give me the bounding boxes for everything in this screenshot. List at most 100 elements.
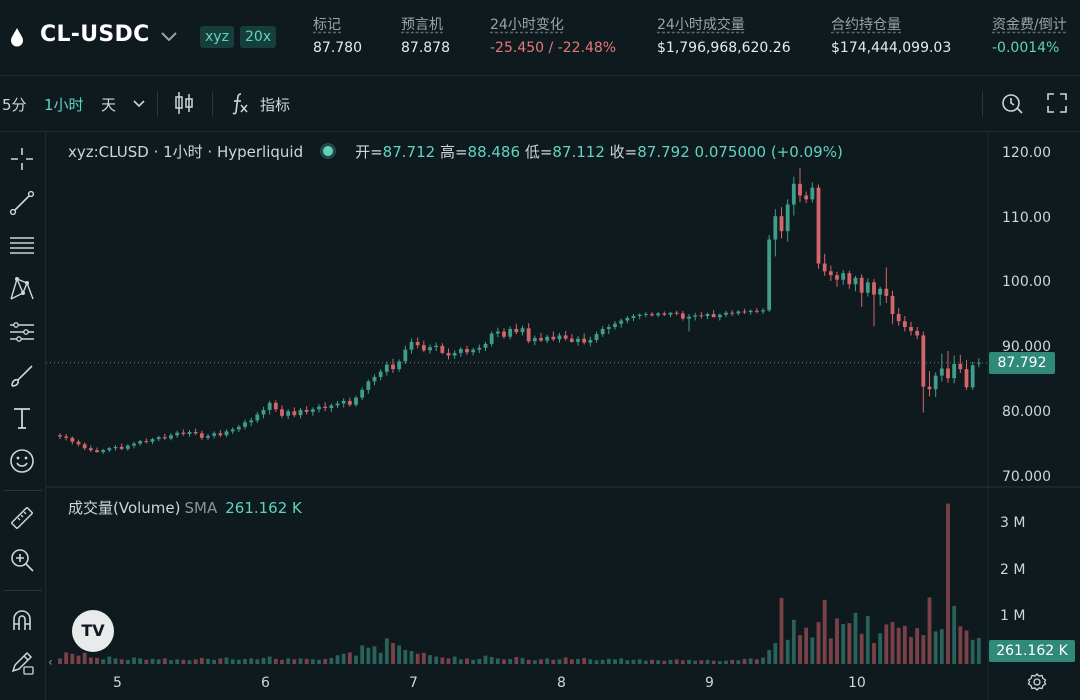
volume-bar	[317, 659, 321, 664]
price-tick: 70.000	[1002, 469, 1051, 485]
candle-body	[754, 310, 759, 312]
candle-body	[761, 310, 765, 312]
text-icon[interactable]	[8, 404, 36, 432]
candle-body	[878, 288, 883, 295]
volume-bar	[872, 643, 876, 664]
candle	[502, 328, 506, 339]
candle-body	[890, 295, 895, 315]
price-chart[interactable]	[46, 132, 1080, 700]
volume-bar	[754, 659, 759, 664]
volume-bar	[865, 616, 870, 664]
candle-body	[58, 435, 62, 437]
symbol-name[interactable]: CL-USDC	[40, 22, 150, 47]
magnet-icon[interactable]	[8, 606, 36, 634]
candle	[483, 341, 488, 351]
crosshair-icon[interactable]	[8, 145, 36, 173]
candle	[582, 333, 587, 345]
zoom-icon[interactable]	[8, 546, 36, 574]
candle-body	[551, 336, 556, 340]
candle	[791, 176, 796, 216]
volume-bar	[378, 652, 383, 664]
volume-bar	[193, 659, 198, 664]
candle	[452, 350, 457, 359]
emoji-icon[interactable]	[8, 447, 36, 475]
volume-bar	[976, 637, 981, 664]
candle	[514, 323, 519, 335]
candle	[70, 436, 75, 445]
candle-body	[434, 345, 439, 348]
candle	[82, 442, 87, 451]
candlestick-icon[interactable]	[173, 90, 195, 116]
candle	[249, 417, 254, 427]
volume-bar	[662, 660, 667, 664]
candle-body	[366, 381, 371, 390]
volume-bar	[261, 657, 266, 664]
candle	[193, 428, 198, 436]
timeframe-5m[interactable]: 5分	[2, 96, 27, 114]
legend-low-label: 低=	[524, 143, 553, 161]
candle-body	[286, 411, 291, 416]
volume-bar	[946, 503, 950, 664]
snapshot-icon[interactable]	[1000, 91, 1024, 115]
candle	[261, 406, 266, 419]
volume-bar	[798, 635, 802, 664]
pattern-icon[interactable]	[8, 275, 36, 303]
fx-icon[interactable]	[230, 91, 250, 115]
volume-tick: 3 M	[1000, 515, 1026, 531]
candle-body	[828, 271, 833, 276]
candle-body	[354, 397, 358, 405]
volume-bar	[409, 650, 414, 664]
candle	[680, 310, 685, 321]
candle-body	[594, 334, 599, 340]
fib-icon[interactable]	[8, 232, 36, 260]
volume-bar	[791, 619, 796, 664]
collapse-toolbar-icon[interactable]: ‹	[48, 655, 53, 669]
candle	[896, 308, 901, 326]
tradingview-logo[interactable]: TV	[72, 610, 114, 652]
volume-bar	[970, 639, 975, 664]
fullscreen-icon[interactable]	[1046, 92, 1068, 114]
candle	[428, 344, 432, 354]
timeframe-1h[interactable]: 1小时	[44, 96, 84, 114]
candle	[619, 318, 624, 328]
candle	[526, 323, 531, 344]
volume-bar	[680, 660, 685, 664]
volume-bar	[773, 643, 778, 664]
candle-body	[884, 288, 889, 296]
candle	[495, 327, 500, 338]
candle	[958, 354, 963, 374]
ruler-icon[interactable]	[8, 504, 36, 532]
candle-body	[477, 347, 482, 350]
candle-body	[125, 445, 130, 449]
candle-body	[896, 314, 901, 322]
lock-drawing-icon[interactable]	[8, 648, 36, 676]
candle	[267, 400, 272, 415]
candle-body	[569, 338, 574, 342]
volume-bar	[520, 657, 525, 664]
candle-body	[680, 313, 685, 319]
indicators-button[interactable]: 指标	[260, 96, 291, 114]
volume-bar	[902, 625, 907, 664]
volume-bar	[107, 656, 112, 664]
brush-icon[interactable]	[8, 362, 36, 390]
toolbar-divider	[4, 590, 42, 591]
volume-bar	[502, 659, 506, 664]
candle	[798, 168, 802, 202]
volume-bar	[243, 658, 247, 664]
candle	[588, 336, 593, 347]
time-tick: 9	[705, 675, 714, 691]
chevron-down-icon[interactable]	[160, 30, 178, 42]
leverage-badge[interactable]: 20x	[240, 26, 277, 48]
chevron-down-icon[interactable]	[133, 100, 145, 108]
prediction-icon[interactable]	[8, 318, 36, 346]
volume-bar	[668, 659, 673, 664]
candle-body	[724, 312, 728, 315]
gear-icon[interactable]	[1027, 672, 1047, 692]
candle	[397, 359, 402, 372]
volume-bar	[440, 657, 445, 664]
candle	[779, 207, 784, 239]
candle	[613, 321, 617, 330]
trend-line-icon[interactable]	[8, 189, 36, 217]
volume-bar	[113, 658, 118, 664]
timeframe-1d[interactable]: 天	[101, 96, 117, 114]
